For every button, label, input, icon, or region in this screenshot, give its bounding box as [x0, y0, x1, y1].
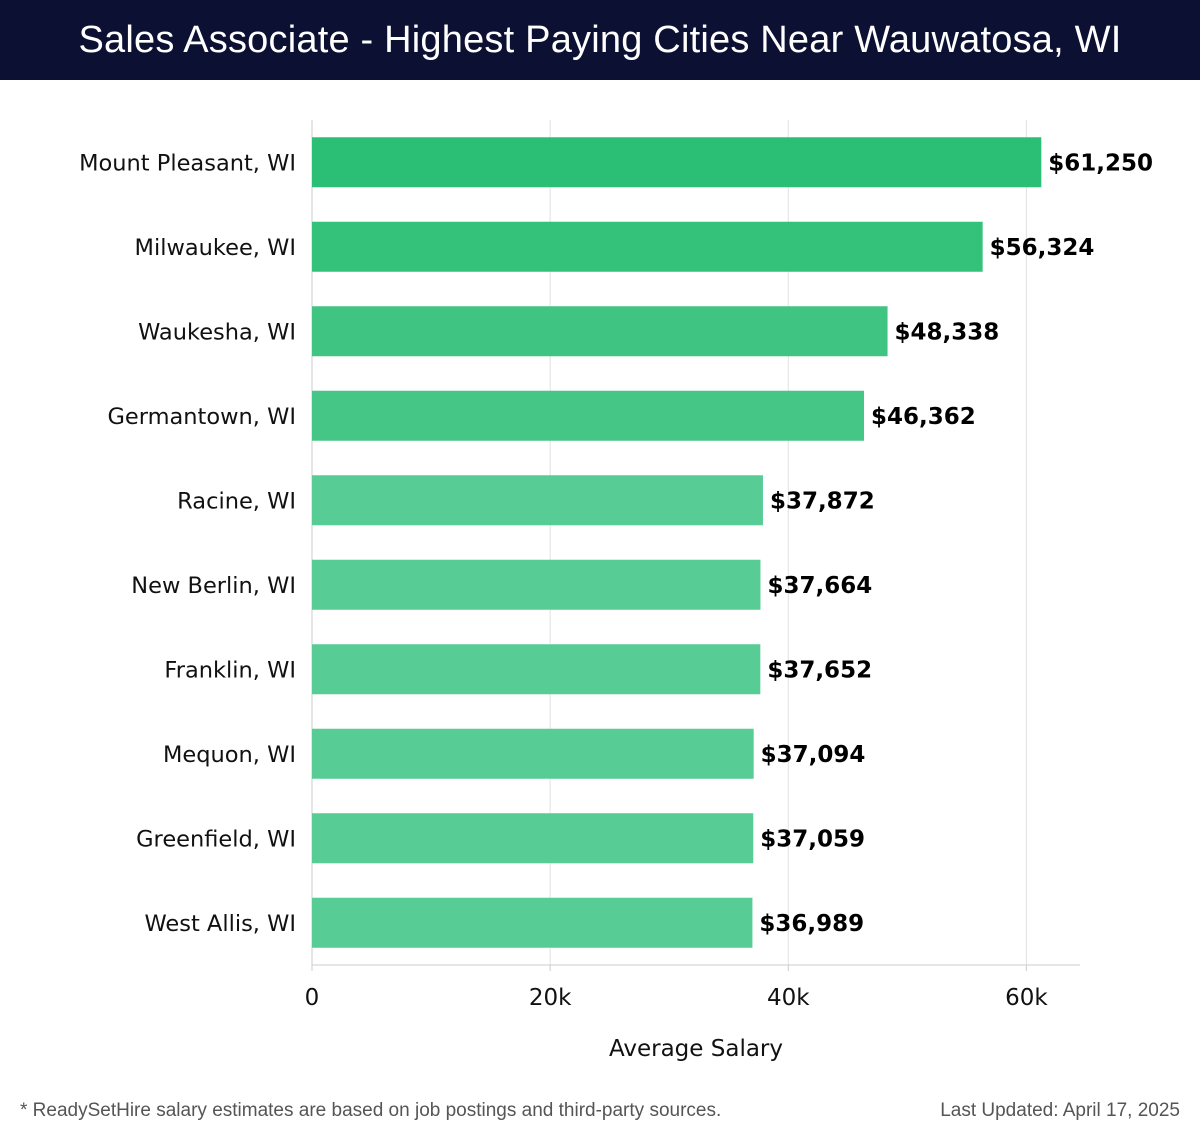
- x-tick-label: 0: [305, 985, 320, 1011]
- category-label: Mequon, WI: [163, 742, 296, 768]
- bar[interactable]: [312, 137, 1042, 188]
- value-label: $37,652: [767, 657, 872, 683]
- bar[interactable]: [312, 813, 754, 864]
- value-label: $37,664: [767, 573, 872, 599]
- last-updated: Last Updated: April 17, 2025: [940, 1100, 1180, 1121]
- category-label: New Berlin, WI: [131, 573, 296, 599]
- category-label: Mount Pleasant, WI: [79, 150, 296, 176]
- value-label: $37,872: [770, 488, 875, 514]
- category-label: Franklin, WI: [164, 657, 296, 683]
- value-label: $48,338: [895, 319, 1000, 345]
- value-label: $61,250: [1048, 150, 1153, 176]
- bar-chart: 0 20k 40k 60k Average Salary Mount Pleasant, …: [79, 120, 1153, 1062]
- bar[interactable]: [312, 644, 761, 695]
- bar[interactable]: [312, 390, 865, 441]
- category-label: West Allis, WI: [144, 911, 296, 937]
- category-label: Germantown, WI: [107, 404, 296, 430]
- x-axis-title: Average Salary: [609, 1036, 783, 1062]
- value-label: $37,094: [761, 742, 866, 768]
- value-label: $37,059: [760, 826, 865, 852]
- bar[interactable]: [312, 897, 753, 948]
- value-label: $56,324: [990, 235, 1095, 261]
- footnote: * ReadySetHire salary estimates are base…: [20, 1100, 722, 1121]
- bar[interactable]: [312, 559, 761, 610]
- category-label: Racine, WI: [177, 488, 296, 514]
- value-label: $46,362: [871, 404, 976, 430]
- page-title: Sales Associate - Highest Paying Cities …: [0, 0, 1200, 80]
- category-label: Waukesha, WI: [138, 319, 296, 345]
- bar[interactable]: [312, 306, 888, 357]
- x-tick-label: 40k: [767, 985, 810, 1011]
- bar[interactable]: [312, 728, 754, 779]
- value-label: $36,989: [759, 911, 864, 937]
- category-label: Greenfield, WI: [136, 826, 296, 852]
- x-tick-label: 60k: [1005, 985, 1048, 1011]
- bar[interactable]: [312, 221, 983, 272]
- x-tick-label: 20k: [529, 985, 572, 1011]
- bar[interactable]: [312, 475, 763, 526]
- category-label: Milwaukee, WI: [135, 235, 296, 261]
